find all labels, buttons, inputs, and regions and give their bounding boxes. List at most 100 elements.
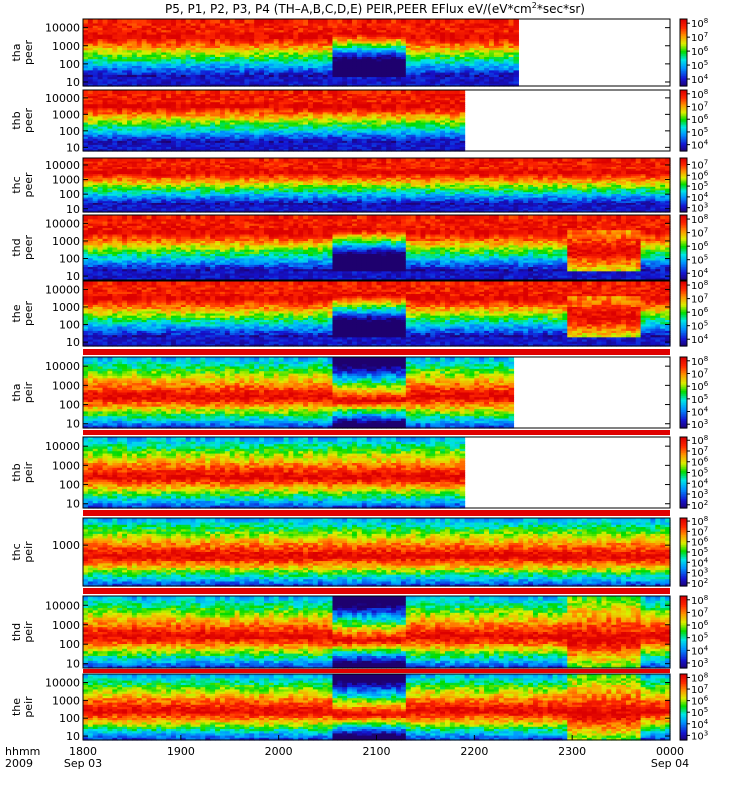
y-tick-label: 1000 xyxy=(52,619,80,632)
colorbar-tick-label: 104 xyxy=(691,73,709,86)
colorbar-tick-label: 107 xyxy=(691,227,708,240)
colorbar-tick-label: 107 xyxy=(691,31,708,44)
y-tick-label: 10 xyxy=(66,418,80,431)
y-tick-label: 10000 xyxy=(45,360,80,373)
colorbar-tick-label: 106 xyxy=(691,113,709,126)
y-tick-label: 100 xyxy=(59,253,80,266)
panel-instrument-label: peer xyxy=(22,40,35,66)
y-tick-label: 10 xyxy=(66,76,80,89)
colorbar-tick-label: 107 xyxy=(691,367,708,380)
colorbar-tick-label: 105 xyxy=(691,59,708,72)
panel-separator xyxy=(83,588,670,594)
x-tick-label: 2100 xyxy=(363,745,391,758)
y-tick-label: 10 xyxy=(66,498,80,511)
y-tick-label: 10000 xyxy=(45,159,80,172)
colorbar-tick-label: 108 xyxy=(691,355,708,368)
y-tick-label: 1000 xyxy=(52,694,80,707)
y-tick-label: 10 xyxy=(66,336,80,349)
y-tick-label: 1000 xyxy=(52,174,80,187)
x-tick-label: 1900 xyxy=(167,745,195,758)
colorbar-tick-label: 104 xyxy=(691,139,709,152)
colorbar-tick-label: 103 xyxy=(691,657,708,670)
x-tick-label: 2300 xyxy=(558,745,586,758)
spectrogram-cells xyxy=(83,518,671,587)
x-tick-label: 2200 xyxy=(460,745,488,758)
y-tick-label: 10000 xyxy=(45,92,80,105)
y-tick-label: 100 xyxy=(59,479,80,492)
y-tick-label: 100 xyxy=(59,399,80,412)
colorbar-tick-label: 103 xyxy=(691,418,708,431)
y-tick-label: 100 xyxy=(59,125,80,138)
panel-separator xyxy=(83,510,670,516)
panel-separator xyxy=(83,349,670,355)
y-tick-label: 1000 xyxy=(52,40,80,53)
y-tick-label: 100 xyxy=(59,188,80,201)
y-tick-label: 1000 xyxy=(52,539,80,552)
colorbar-tick-label: 104 xyxy=(691,333,709,346)
colorbar-tick-label: 106 xyxy=(691,619,709,632)
x-axis-start-date: Sep 03 xyxy=(64,757,102,770)
y-tick-label: 1000 xyxy=(52,459,80,472)
y-tick-label: 10 xyxy=(66,141,80,154)
y-tick-label: 10 xyxy=(66,203,80,216)
y-tick-label: 10000 xyxy=(45,677,80,690)
colorbar-tick-label: 106 xyxy=(691,45,709,58)
panel-separator xyxy=(83,430,670,435)
panel-instrument-label: peir xyxy=(22,541,35,563)
panel-instrument-label: peer xyxy=(22,172,35,198)
panel-instrument-label: peer xyxy=(22,108,35,134)
colorbar-tick-label: 106 xyxy=(691,240,709,253)
y-tick-label: 10000 xyxy=(45,22,80,35)
y-tick-label: 10000 xyxy=(45,217,80,230)
spectrogram-cells xyxy=(83,215,671,281)
colorbar-tick-label: 105 xyxy=(691,126,708,139)
y-tick-label: 100 xyxy=(59,58,80,71)
spectrogram-cells xyxy=(83,437,465,509)
spectrogram-cells xyxy=(83,90,465,152)
panel-instrument-label: peir xyxy=(22,381,35,403)
spectrogram-cells xyxy=(83,19,519,87)
y-tick-label: 10000 xyxy=(45,440,80,453)
spectrogram-cells xyxy=(83,357,514,429)
spectrogram-cells xyxy=(83,158,671,213)
panel-instrument-label: peir xyxy=(22,696,35,718)
colorbar-tick-label: 105 xyxy=(691,393,708,406)
y-tick-label: 100 xyxy=(59,319,80,332)
colorbar-tick-label: 108 xyxy=(691,213,708,226)
y-tick-label: 10000 xyxy=(45,599,80,612)
y-tick-label: 10 xyxy=(66,730,80,743)
y-tick-label: 10 xyxy=(66,270,80,283)
colorbar-tick-label: 108 xyxy=(691,594,708,607)
colorbar-tick-label: 105 xyxy=(691,632,708,645)
colorbar-tick-label: 108 xyxy=(691,88,708,101)
x-axis-year-label: 2009 xyxy=(5,757,33,770)
panel-instrument-label: peer xyxy=(22,301,35,327)
panel-instrument-label: peer xyxy=(22,235,35,261)
y-tick-label: 10000 xyxy=(45,283,80,296)
y-tick-label: 1000 xyxy=(52,379,80,392)
colorbar-tick-label: 104 xyxy=(691,644,709,657)
x-tick-label: 2000 xyxy=(265,745,293,758)
colorbar-tick-label: 104 xyxy=(691,406,709,419)
spectrogram-cells xyxy=(83,674,671,741)
y-tick-label: 1000 xyxy=(52,301,80,314)
